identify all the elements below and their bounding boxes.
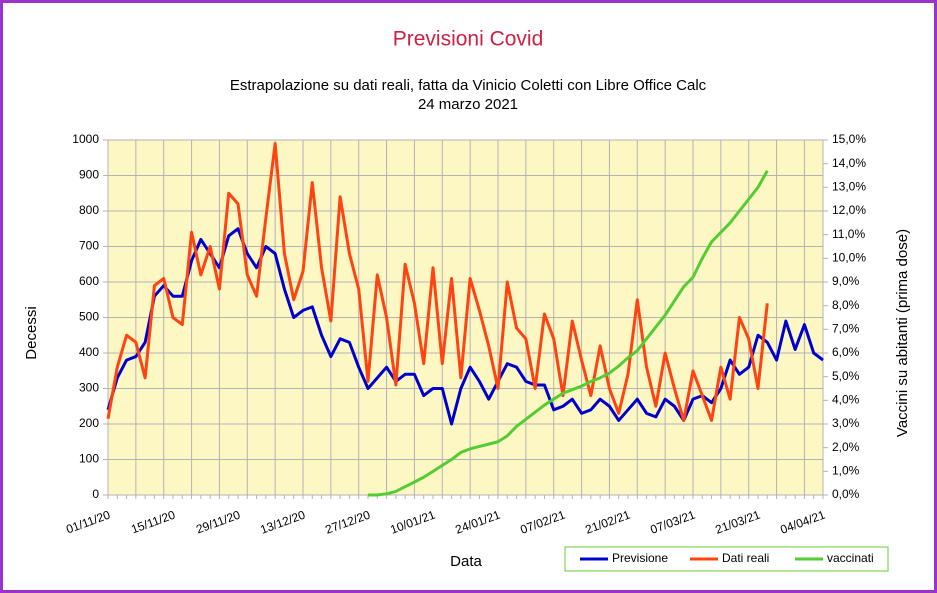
- series-line: [368, 170, 769, 497]
- y2-tick-label: 2,0%: [832, 440, 860, 454]
- y-tick-label: 700: [79, 239, 99, 253]
- y-tick-label: 800: [79, 203, 99, 217]
- y-axis-label: Decessi: [23, 306, 40, 359]
- series-line: [106, 142, 769, 422]
- chart-subtitle: Estrapolazione su dati reali, fatta da V…: [230, 77, 707, 94]
- y2-tick-label: 4,0%: [832, 393, 860, 407]
- y-tick-label: 200: [79, 416, 99, 430]
- y2-tick-label: 3,0%: [832, 416, 860, 430]
- y-tick-label: 900: [79, 168, 99, 182]
- y2-axis-label: Vaccini su abitanti (prima dose): [894, 229, 911, 437]
- y-tick-label: 500: [79, 310, 99, 324]
- y2-tick-label: 15,0%: [832, 132, 866, 146]
- y-tick-label: 300: [79, 381, 99, 395]
- y2-tick-label: 10,0%: [832, 251, 866, 265]
- legend-label: vaccinati: [827, 551, 874, 565]
- chart-subtitle: 24 marzo 2021: [418, 96, 518, 113]
- x-axis-label: Data: [450, 553, 482, 570]
- y2-tick-label: 0,0%: [832, 487, 860, 501]
- y-tick-label: 0: [92, 487, 99, 501]
- legend-label: Dati reali: [722, 551, 769, 565]
- y2-tick-label: 13,0%: [832, 180, 866, 194]
- y2-tick-label: 7,0%: [832, 322, 860, 336]
- legend: [564, 546, 889, 572]
- legend-label: Previsione: [612, 551, 668, 565]
- y2-tick-label: 1,0%: [832, 464, 860, 478]
- y2-tick-label: 6,0%: [832, 345, 860, 359]
- chart-title: Previsioni Covid: [393, 28, 544, 51]
- y-tick-label: 400: [79, 345, 99, 359]
- y-tick-label: 1000: [72, 132, 99, 146]
- y-tick-label: 100: [79, 452, 99, 466]
- y2-tick-label: 11,0%: [832, 227, 865, 241]
- y-tick-label: 600: [79, 274, 99, 288]
- y2-tick-label: 9,0%: [832, 274, 860, 288]
- y2-tick-label: 12,0%: [832, 203, 866, 217]
- y2-tick-label: 14,0%: [832, 156, 866, 170]
- y2-tick-label: 5,0%: [832, 369, 860, 383]
- y2-tick-label: 8,0%: [832, 298, 860, 312]
